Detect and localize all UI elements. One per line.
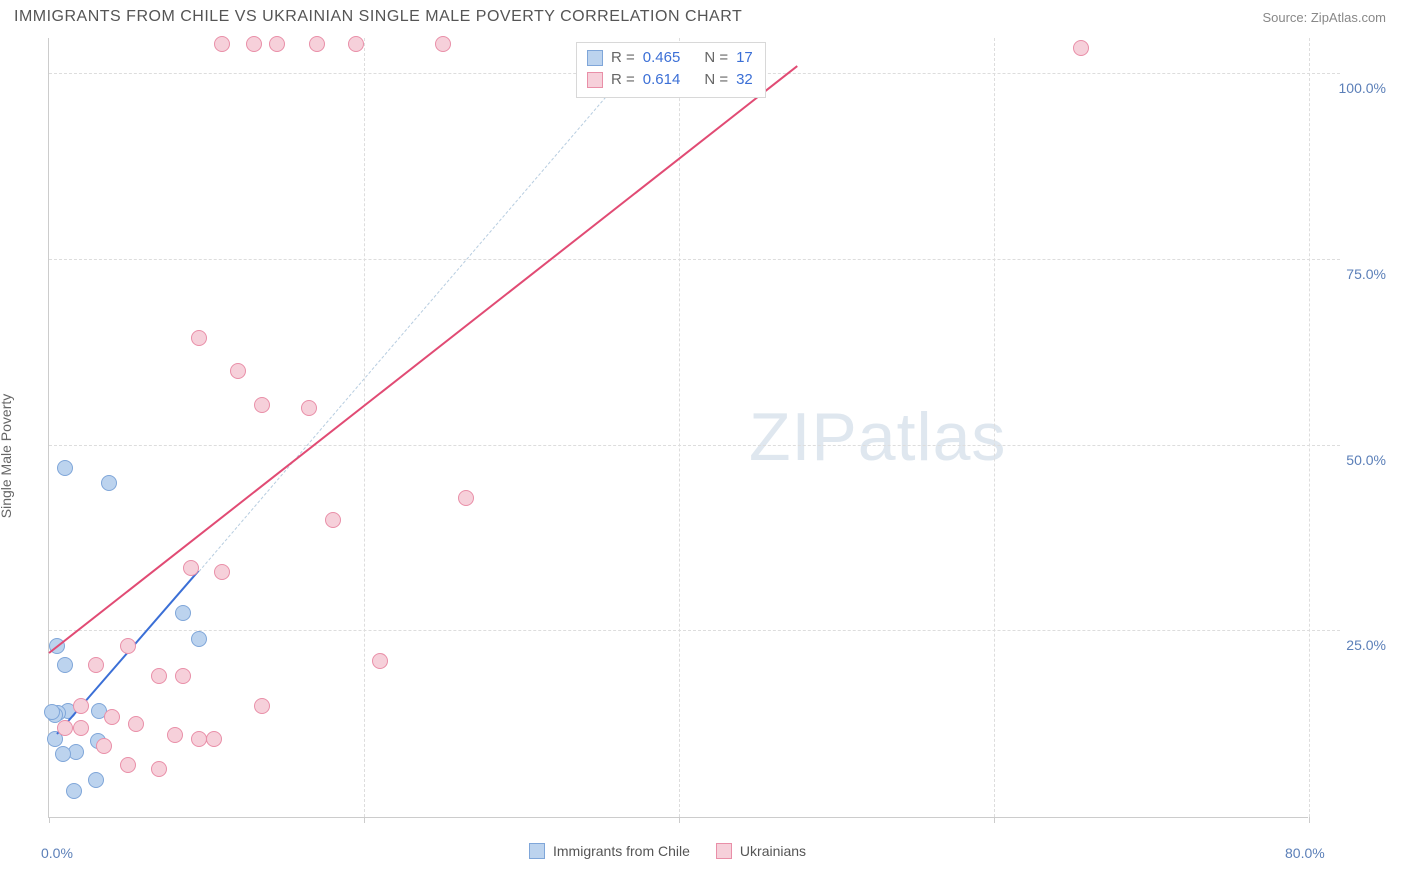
- scatter-point: [120, 757, 136, 773]
- scatter-point: [372, 653, 388, 669]
- legend-swatch: [529, 843, 545, 859]
- scatter-point: [309, 36, 325, 52]
- series-legend: Immigrants from Chile Ukrainians: [529, 843, 806, 859]
- grid-line-v: [1309, 38, 1310, 817]
- legend-swatch: [587, 50, 603, 66]
- scatter-point: [214, 564, 230, 580]
- r-label: R =: [611, 47, 635, 69]
- r-value: 0.614: [643, 69, 681, 91]
- trend-line-extension: [198, 66, 632, 572]
- scatter-point: [55, 746, 71, 762]
- chart-title: IMMIGRANTS FROM CHILE VS UKRAINIAN SINGL…: [14, 8, 742, 26]
- scatter-point: [325, 512, 341, 528]
- n-value: 17: [736, 47, 753, 69]
- scatter-point: [214, 36, 230, 52]
- grid-line-h: [49, 445, 1340, 446]
- watermark: ZIPatlas: [749, 398, 1006, 476]
- scatter-point: [269, 36, 285, 52]
- scatter-point: [458, 490, 474, 506]
- scatter-point: [246, 36, 262, 52]
- plot-area: ZIPatlas 25.0%50.0%75.0%100.0%0.0%80.0%R…: [48, 38, 1308, 818]
- chart-container: Single Male Poverty ZIPatlas 25.0%50.0%7…: [0, 30, 1406, 882]
- scatter-point: [1073, 40, 1089, 56]
- watermark-text-b: atlas: [858, 399, 1007, 475]
- scatter-point: [191, 731, 207, 747]
- series-legend-item: Immigrants from Chile: [529, 843, 690, 859]
- scatter-point: [254, 698, 270, 714]
- legend-swatch: [716, 843, 732, 859]
- scatter-point: [301, 400, 317, 416]
- scatter-point: [57, 720, 73, 736]
- legend-swatch: [587, 72, 603, 88]
- series-legend-label: Ukrainians: [740, 843, 806, 859]
- correlation-legend-row: R = 0.465 N = 17: [587, 47, 753, 69]
- scatter-point: [57, 657, 73, 673]
- n-label: N =: [704, 47, 728, 69]
- scatter-point: [151, 668, 167, 684]
- n-value: 32: [736, 69, 753, 91]
- watermark-text-a: ZIP: [749, 399, 858, 475]
- x-tick-mark: [1309, 817, 1310, 823]
- scatter-point: [175, 668, 191, 684]
- x-tick-mark: [49, 817, 50, 823]
- correlation-legend-row: R = 0.614 N = 32: [587, 69, 753, 91]
- scatter-point: [66, 783, 82, 799]
- scatter-point: [254, 397, 270, 413]
- r-value: 0.465: [643, 47, 681, 69]
- series-legend-label: Immigrants from Chile: [553, 843, 690, 859]
- scatter-point: [175, 605, 191, 621]
- grid-line-h: [49, 630, 1340, 631]
- scatter-point: [120, 638, 136, 654]
- scatter-point: [348, 36, 364, 52]
- scatter-point: [57, 460, 73, 476]
- y-tick-label: 25.0%: [1346, 637, 1386, 653]
- scatter-point: [167, 727, 183, 743]
- y-axis-label: Single Male Poverty: [0, 394, 14, 519]
- y-tick-label: 100.0%: [1339, 80, 1386, 96]
- scatter-point: [128, 716, 144, 732]
- y-tick-label: 50.0%: [1346, 452, 1386, 468]
- scatter-point: [101, 475, 117, 491]
- scatter-point: [230, 363, 246, 379]
- scatter-point: [73, 720, 89, 736]
- scatter-point: [96, 738, 112, 754]
- correlation-legend: R = 0.465 N = 17 R = 0.614 N = 32: [576, 42, 766, 98]
- grid-line-v: [994, 38, 995, 817]
- n-label: N =: [704, 69, 728, 91]
- scatter-point: [104, 709, 120, 725]
- r-label: R =: [611, 69, 635, 91]
- x-tick-mark: [364, 817, 365, 823]
- scatter-point: [191, 330, 207, 346]
- x-tick-label: 80.0%: [1285, 845, 1325, 861]
- source-label: Source: ZipAtlas.com: [1262, 10, 1386, 25]
- scatter-point: [44, 704, 60, 720]
- scatter-point: [151, 761, 167, 777]
- scatter-point: [183, 560, 199, 576]
- scatter-point: [73, 698, 89, 714]
- grid-line-h: [49, 259, 1340, 260]
- scatter-point: [435, 36, 451, 52]
- series-legend-item: Ukrainians: [716, 843, 806, 859]
- y-tick-label: 75.0%: [1346, 266, 1386, 282]
- scatter-point: [206, 731, 222, 747]
- x-tick-mark: [994, 817, 995, 823]
- scatter-point: [88, 657, 104, 673]
- x-tick-label: 0.0%: [41, 845, 73, 861]
- grid-line-v: [679, 38, 680, 817]
- scatter-point: [88, 772, 104, 788]
- scatter-point: [191, 631, 207, 647]
- trend-line: [48, 65, 797, 653]
- grid-line-v: [364, 38, 365, 817]
- x-tick-mark: [679, 817, 680, 823]
